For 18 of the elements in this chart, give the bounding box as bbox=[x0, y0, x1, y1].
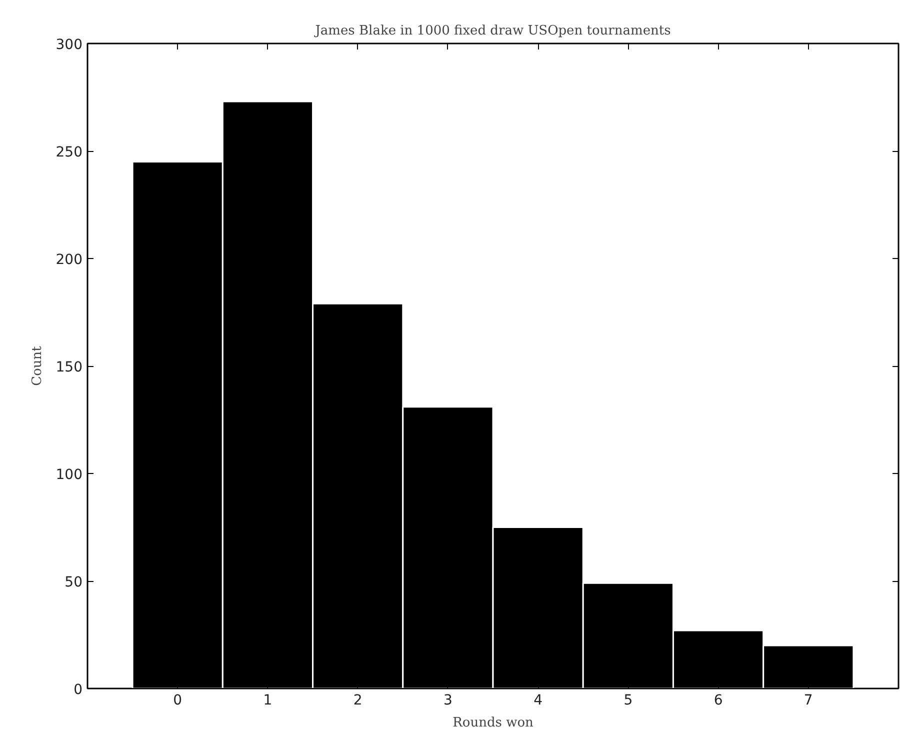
x-tick-label: 4 bbox=[534, 692, 543, 708]
x-tick-label: 1 bbox=[263, 692, 272, 708]
x-tick-label: 0 bbox=[173, 692, 182, 708]
x-tick-label: 7 bbox=[804, 692, 813, 708]
x-tick-label: 6 bbox=[714, 692, 723, 708]
y-tick-label: 200 bbox=[56, 252, 83, 268]
chart-title: James Blake in 1000 fixed draw USOpen tournaments bbox=[313, 24, 671, 38]
y-tick-label: 50 bbox=[64, 574, 83, 590]
y-axis-title: Count bbox=[30, 345, 45, 386]
x-tick-label: 2 bbox=[353, 692, 362, 708]
y-tick-label: 100 bbox=[56, 467, 83, 483]
x-tick-label: 3 bbox=[443, 692, 452, 708]
y-tick-label: 250 bbox=[56, 144, 83, 160]
y-tick-label: 300 bbox=[56, 37, 83, 53]
y-tick-label: 150 bbox=[56, 360, 83, 376]
x-axis-title: Rounds won bbox=[452, 716, 534, 730]
x-tick-label: 5 bbox=[624, 692, 633, 708]
y-tick-label: 0 bbox=[74, 682, 83, 698]
